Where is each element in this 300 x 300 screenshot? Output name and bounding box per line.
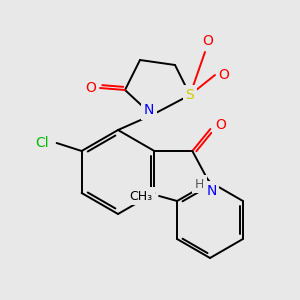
Text: O: O bbox=[215, 118, 226, 132]
Text: O: O bbox=[85, 81, 96, 95]
Text: N: N bbox=[144, 103, 154, 117]
Text: S: S bbox=[186, 88, 194, 102]
Text: CH₃: CH₃ bbox=[130, 190, 153, 202]
Text: N: N bbox=[206, 184, 217, 198]
Text: Cl: Cl bbox=[35, 136, 48, 150]
Text: O: O bbox=[219, 68, 230, 82]
Text: H: H bbox=[195, 178, 204, 190]
Text: O: O bbox=[202, 34, 213, 48]
